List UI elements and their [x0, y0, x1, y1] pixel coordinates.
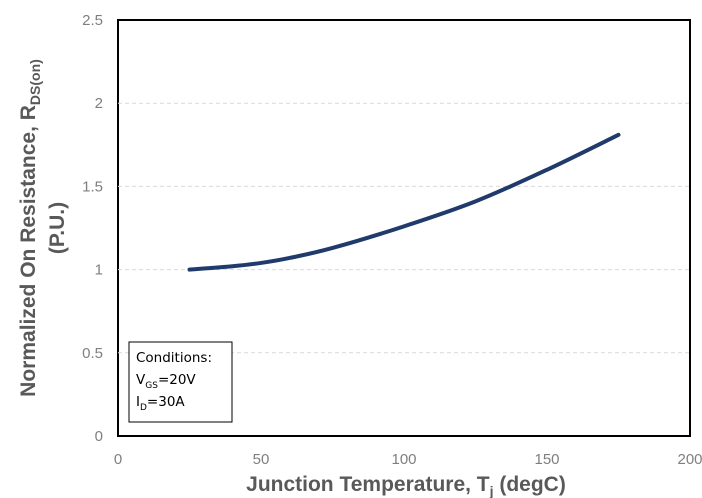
x-tick-label: 100 — [391, 451, 416, 468]
grid-lines — [118, 102, 690, 354]
y-tick-label: 0 — [95, 428, 103, 445]
y-axis-ticks: 0 0.5 1 1.5 2 2.5 — [82, 12, 103, 445]
y-tick-label: 1.5 — [82, 178, 103, 195]
x-tick-label: 200 — [677, 451, 702, 468]
x-tick-label: 50 — [253, 451, 270, 468]
conditions-annotation: Conditions: VGS=20V ID=30A — [128, 341, 233, 423]
y-tick-label: 0.5 — [82, 345, 103, 362]
conditions-id: ID=30A — [136, 394, 185, 413]
x-axis-title: Junction Temperature, Tj (degC) — [246, 473, 566, 498]
conditions-box — [128, 341, 233, 423]
y-axis-title-line1: Normalized On Resistance, RDS(on) — [17, 59, 43, 397]
conditions-vgs: VGS=20V — [136, 372, 196, 391]
series-layer — [187, 132, 621, 272]
y-axis-title: Normalized On Resistance, RDS(on) (P.U.) — [17, 59, 69, 397]
series-line — [187, 132, 621, 272]
y-axis-title-line2: (P.U.) — [46, 202, 69, 254]
conditions-heading: Conditions: — [136, 350, 212, 366]
y-tick-label: 1 — [95, 262, 103, 279]
y-tick-label: 2 — [95, 95, 103, 112]
x-tick-label: 0 — [114, 451, 122, 468]
x-axis-ticks: 0 50 100 150 200 — [114, 451, 702, 468]
y-tick-label: 2.5 — [82, 12, 103, 29]
x-tick-label: 150 — [534, 451, 559, 468]
